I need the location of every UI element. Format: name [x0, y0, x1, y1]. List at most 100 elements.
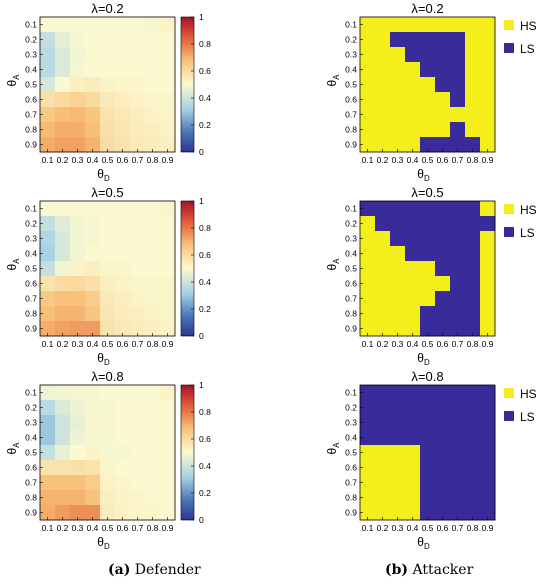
heatmap-cell — [465, 400, 481, 416]
heatmap-cell — [360, 400, 376, 416]
heatmap-cell — [360, 216, 376, 232]
heatmap-cell — [480, 490, 496, 506]
heatmap-cell — [450, 385, 466, 401]
heatmap-cell — [70, 385, 86, 401]
heatmap-cell — [85, 201, 101, 217]
heatmap-cell — [390, 77, 406, 93]
heatmap-cell — [85, 505, 101, 521]
y-tick-label: 0.9 — [345, 508, 357, 518]
heatmap-cell — [420, 32, 436, 48]
heatmap-cell — [40, 17, 56, 33]
heatmap-cell — [100, 32, 116, 48]
heatmap-cell — [70, 400, 86, 416]
heatmap-cell — [480, 430, 496, 446]
heatmap-cell — [115, 62, 131, 78]
heatmap-cell — [160, 47, 176, 63]
heatmap-cell — [435, 107, 451, 123]
heatmap-cell — [435, 246, 451, 262]
heatmap-cell — [375, 77, 391, 93]
panel-title: λ=0.2 — [411, 1, 443, 16]
heatmap-cell — [450, 306, 466, 322]
x-tick-label: 0.9 — [482, 339, 494, 349]
heatmap-cell — [405, 400, 421, 416]
heatmap-cell — [70, 276, 86, 292]
legend-ls-swatch — [504, 43, 514, 53]
x-tick-label: 0.3 — [392, 339, 404, 349]
heatmap-cell — [405, 475, 421, 491]
y-tick-label: 0.3 — [25, 418, 37, 428]
heatmap-cell — [480, 460, 496, 476]
heatmap-cell — [360, 122, 376, 138]
heatmap-cell — [70, 107, 86, 123]
x-tick-label: 0.9 — [162, 339, 174, 349]
y-tick-label: 0.2 — [345, 403, 357, 413]
heatmap-cell — [420, 216, 436, 232]
heatmap-cell — [100, 460, 116, 476]
heatmap-cell — [435, 137, 451, 153]
y-tick-label: 0.1 — [25, 20, 37, 30]
colorbar-tick-label: 0.8 — [199, 223, 211, 233]
heatmap-cell — [70, 77, 86, 93]
panel-attacker-1: λ=0.20.10.10.20.20.30.30.40.40.50.50.60.… — [325, 1, 537, 183]
y-tick-label: 0.4 — [25, 433, 37, 443]
heatmap-cell — [145, 505, 161, 521]
heatmap-cell — [145, 216, 161, 232]
y-tick-label: 0.1 — [345, 388, 357, 398]
heatmap-cell — [465, 77, 481, 93]
heatmap-cell — [130, 92, 146, 108]
heatmap-cell — [405, 321, 421, 337]
heatmap-cell — [435, 490, 451, 506]
heatmap-cell — [480, 17, 496, 33]
heatmap-cell — [145, 107, 161, 123]
heatmap-cell — [160, 92, 176, 108]
heatmap-cell — [55, 92, 71, 108]
heatmap-cell — [360, 430, 376, 446]
heatmap-cell — [115, 231, 131, 247]
heatmap-cell — [130, 291, 146, 307]
x-tick-label: 0.2 — [377, 155, 389, 165]
heatmap-cell — [435, 276, 451, 292]
x-tick-label: 0.1 — [42, 155, 54, 165]
caption-b: (b) Attacker — [385, 562, 473, 578]
heatmap-cell — [40, 291, 56, 307]
heatmap-cell — [390, 490, 406, 506]
x-tick-label: 0.6 — [437, 523, 449, 533]
heatmap-cell — [420, 445, 436, 461]
heatmap-cell — [405, 490, 421, 506]
x-tick-label: 0.9 — [162, 155, 174, 165]
x-tick-label: 0.1 — [42, 523, 54, 533]
heatmap-cell — [420, 231, 436, 247]
heatmap-cell — [435, 475, 451, 491]
heatmap-cell — [435, 460, 451, 476]
heatmap-cell — [145, 201, 161, 217]
heatmap-cell — [85, 475, 101, 491]
heatmap-cell — [465, 490, 481, 506]
heatmap-cell — [160, 216, 176, 232]
heatmap-cell — [100, 445, 116, 461]
heatmap-cell — [85, 62, 101, 78]
heatmap-cell — [70, 62, 86, 78]
heatmap-cell — [85, 321, 101, 337]
colorbar — [180, 384, 195, 521]
heatmap-cell — [465, 62, 481, 78]
heatmap-cell — [360, 137, 376, 153]
heatmap-cell — [480, 291, 496, 307]
heatmap-cell — [145, 400, 161, 416]
heatmap-cell — [160, 291, 176, 307]
heatmap-cell — [375, 505, 391, 521]
heatmap-cell — [100, 77, 116, 93]
heatmap-cell — [390, 47, 406, 63]
heatmap-cell — [160, 415, 176, 431]
heatmap-cell — [390, 385, 406, 401]
heatmap-cell — [405, 291, 421, 307]
colorbar-tick-label: 0.4 — [199, 461, 211, 471]
y-tick-label: 0.6 — [345, 279, 357, 289]
heatmap-cell — [55, 122, 71, 138]
heatmap-cell — [375, 122, 391, 138]
heatmap-cell — [405, 415, 421, 431]
heatmap-cell — [435, 321, 451, 337]
heatmap-cell — [115, 445, 131, 461]
heatmap-cell — [360, 306, 376, 322]
y-tick-label: 0.1 — [25, 204, 37, 214]
heatmap-cell — [145, 77, 161, 93]
